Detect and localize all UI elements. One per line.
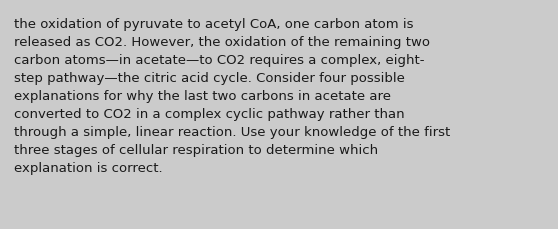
Text: the oxidation of pyruvate to acetyl CoA, one carbon atom is
released as CO2. How: the oxidation of pyruvate to acetyl CoA,… (14, 18, 450, 174)
